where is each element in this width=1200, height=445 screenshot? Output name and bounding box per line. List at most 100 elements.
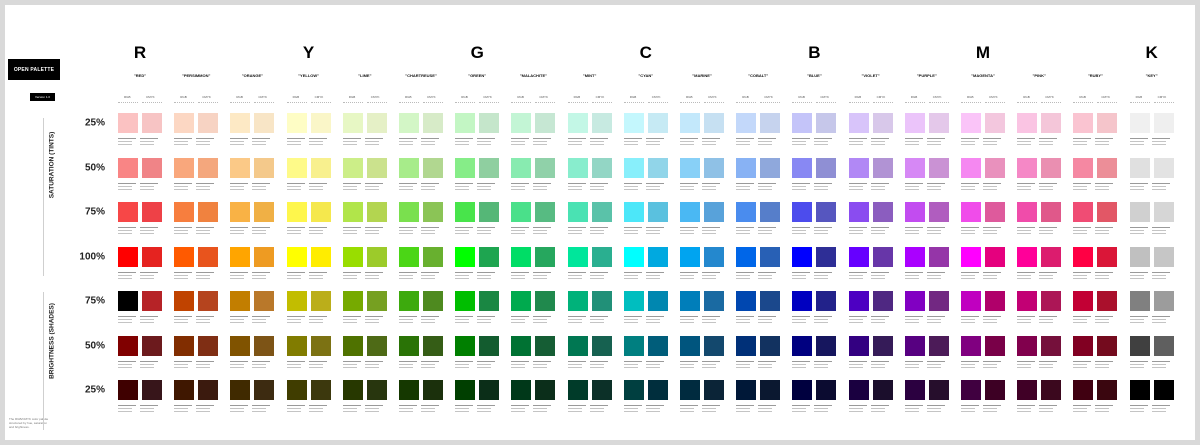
rgb-swatch (848, 291, 869, 311)
cmyk-swatch (1153, 246, 1174, 267)
rgb-swatch (792, 335, 813, 356)
swatch-values (511, 227, 567, 236)
rgb-swatch (118, 113, 138, 133)
cmyk-swatch (366, 246, 387, 267)
swatch-values (792, 227, 848, 236)
swatch-values (848, 405, 905, 414)
swatch-values (230, 227, 286, 236)
swatch-values (848, 271, 905, 281)
swatch-values (342, 227, 399, 236)
cmyk-swatch (142, 157, 162, 178)
rgb-swatch (1073, 246, 1094, 267)
rgb-column-header: RGB (967, 95, 974, 99)
rgb-swatch (623, 202, 644, 222)
rgb-swatch (1017, 380, 1038, 400)
cmyk-swatch (366, 380, 387, 400)
cmyk-swatch (760, 335, 781, 356)
swatch-values (118, 227, 174, 236)
rgb-swatch (174, 113, 195, 133)
rgb-swatch (455, 246, 476, 267)
swatch-values (736, 316, 792, 325)
rgb-column-header: RGB (742, 95, 749, 99)
cmyk-swatch (1041, 202, 1062, 222)
rgb-swatch (399, 113, 419, 133)
rgb-swatch (1017, 246, 1038, 267)
swatch-values (623, 405, 680, 414)
rgb-swatch (680, 113, 700, 133)
cmyk-swatch (479, 335, 500, 356)
cmyk-swatch (142, 291, 162, 311)
cmyk-column-header: CMYK (370, 95, 380, 99)
rgb-swatch (230, 246, 251, 267)
swatch-values (904, 227, 961, 236)
rgb-column-header: RGB (854, 95, 862, 99)
swatch-values (623, 227, 680, 236)
rgb-swatch (1129, 291, 1150, 311)
swatch-values (1073, 227, 1129, 236)
rgb-swatch (680, 202, 700, 222)
cmyk-swatch (366, 335, 387, 356)
column-divider (174, 102, 195, 103)
rgb-swatch (399, 291, 419, 311)
column-divider (230, 102, 251, 103)
column-divider (118, 102, 138, 103)
rgb-swatch (961, 157, 981, 178)
rgb-swatch (961, 380, 981, 400)
brightness-axis-label: BRIGHTNESS (SHADES) (48, 303, 56, 379)
rgb-swatch (174, 202, 195, 222)
swatch-values (1129, 271, 1186, 281)
cmyk-swatch (872, 157, 893, 178)
hue-letter: K (1145, 43, 1158, 62)
rgb-swatch (1017, 291, 1038, 311)
hue-name: "RED" (133, 73, 147, 78)
cmyk-swatch (647, 157, 668, 178)
swatch-values (118, 316, 174, 325)
swatch-values (1129, 360, 1186, 370)
rgb-swatch (567, 113, 588, 133)
cmyk-swatch (816, 335, 837, 356)
cmyk-swatch (535, 291, 556, 311)
swatch-values (567, 360, 624, 370)
cmyk-swatch (1153, 202, 1174, 222)
swatch-values (230, 138, 286, 147)
rgb-swatch (118, 335, 138, 356)
rgb-swatch (1073, 335, 1094, 356)
cmyk-swatch (985, 202, 1005, 222)
cmyk-swatch (198, 202, 219, 222)
rgb-swatch (961, 202, 981, 222)
swatch-values (961, 138, 1017, 147)
rgb-swatch (286, 335, 307, 356)
cmyk-swatch (142, 113, 162, 133)
rgb-swatch (1017, 113, 1038, 133)
rgb-column-header: RGB (292, 95, 300, 99)
hue-name: "PURPLE" (916, 73, 937, 78)
rgb-swatch (680, 157, 700, 178)
rgb-swatch (623, 335, 644, 356)
footnote: The RGB/CMYK color palette structured by… (9, 417, 49, 429)
swatch-values (118, 271, 174, 281)
hue-name: "VIOLET" (861, 73, 880, 78)
cmyk-swatch (1153, 335, 1174, 356)
rgb-swatch (174, 157, 195, 178)
cmyk-swatch (591, 113, 612, 133)
swatch-values (623, 271, 680, 281)
cmyk-swatch (928, 113, 949, 133)
rgb-swatch (511, 157, 532, 178)
rgb-swatch (118, 246, 138, 267)
cmyk-swatch (535, 157, 556, 178)
cmyk-swatch (479, 113, 500, 133)
swatch-values (1073, 316, 1129, 325)
cmyk-swatch (1041, 291, 1062, 311)
column-divider (736, 102, 757, 103)
rgb-swatch (848, 157, 869, 178)
cmyk-swatch (310, 291, 331, 311)
cmyk-swatch (310, 113, 331, 133)
rgb-swatch (736, 335, 757, 356)
cmyk-swatch (647, 113, 668, 133)
cmyk-swatch (198, 335, 219, 356)
rgb-swatch (961, 335, 981, 356)
cmyk-swatch (704, 335, 724, 356)
rgb-swatch (1129, 246, 1150, 267)
row-label: 50% (84, 162, 105, 173)
cmyk-swatch (1041, 113, 1062, 133)
